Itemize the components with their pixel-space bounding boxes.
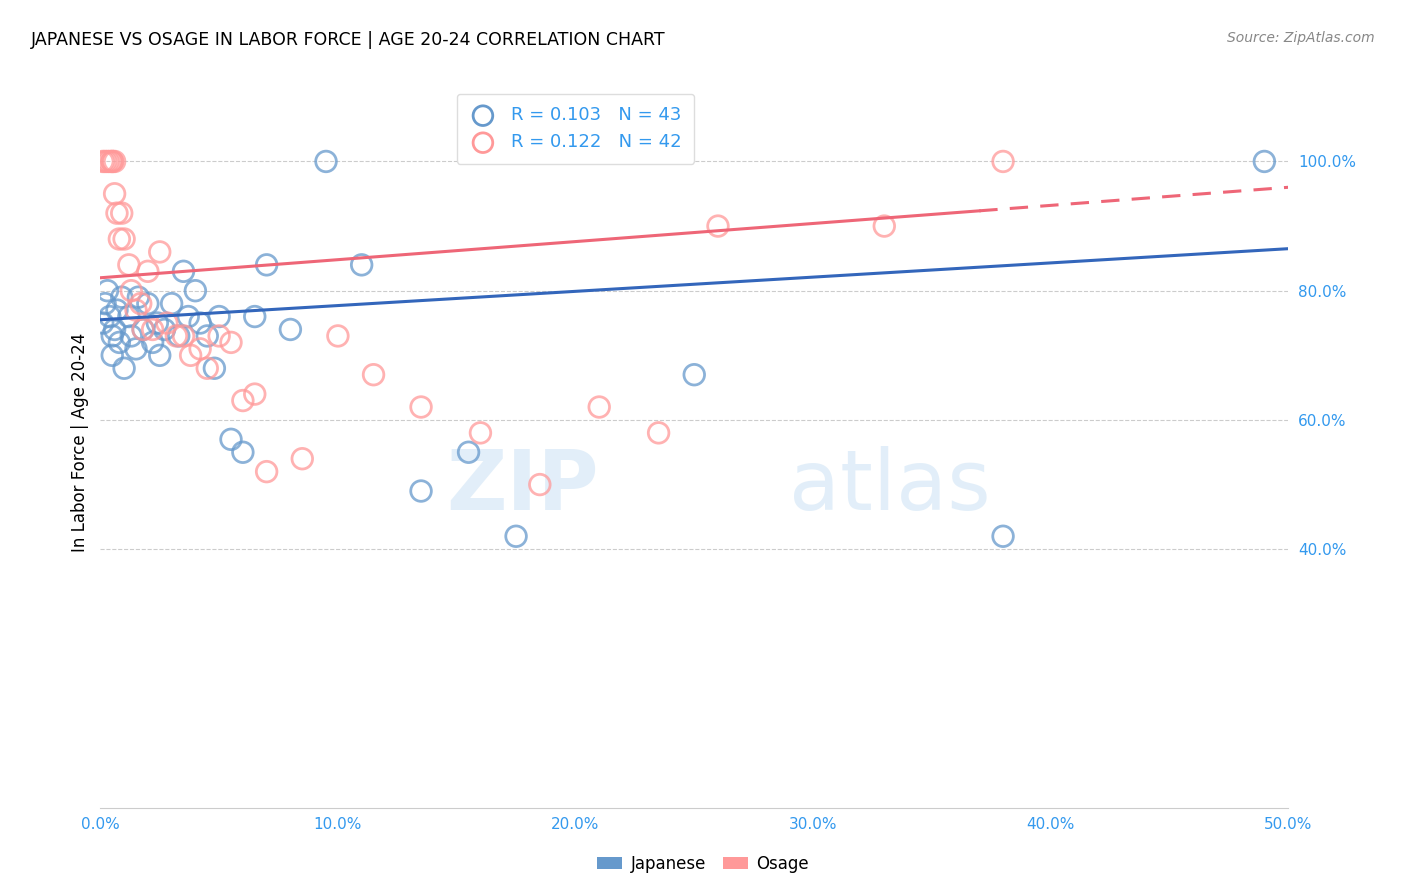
Y-axis label: In Labor Force | Age 20-24: In Labor Force | Age 20-24 xyxy=(72,333,89,552)
Point xyxy=(873,219,896,233)
Point xyxy=(188,342,211,356)
Point xyxy=(101,348,124,362)
Point xyxy=(195,329,218,343)
Point xyxy=(120,284,142,298)
Point xyxy=(457,445,479,459)
Point xyxy=(94,154,117,169)
Point xyxy=(1253,154,1275,169)
Point xyxy=(173,264,195,278)
Point xyxy=(118,258,141,272)
Point xyxy=(505,529,527,543)
Point xyxy=(167,329,190,343)
Point xyxy=(129,296,152,310)
Point xyxy=(136,264,159,278)
Point xyxy=(98,154,121,169)
Point xyxy=(256,258,278,272)
Point xyxy=(177,310,200,324)
Point xyxy=(180,348,202,362)
Text: ZIP: ZIP xyxy=(447,446,599,527)
Point xyxy=(101,154,124,169)
Point xyxy=(280,322,302,336)
Point xyxy=(149,348,172,362)
Point xyxy=(111,290,134,304)
Point xyxy=(184,284,207,298)
Point xyxy=(326,329,349,343)
Point xyxy=(173,329,195,343)
Point xyxy=(132,322,155,336)
Point xyxy=(142,322,165,336)
Point xyxy=(142,335,165,350)
Legend: Japanese, Osage: Japanese, Osage xyxy=(591,848,815,880)
Point xyxy=(363,368,385,382)
Point xyxy=(588,400,610,414)
Point xyxy=(350,258,373,272)
Point xyxy=(243,387,266,401)
Point xyxy=(529,477,551,491)
Point xyxy=(470,425,492,440)
Point xyxy=(96,154,118,169)
Point xyxy=(96,284,118,298)
Point xyxy=(165,329,187,343)
Point xyxy=(202,361,225,376)
Point xyxy=(104,186,127,201)
Point xyxy=(104,322,127,336)
Text: atlas: atlas xyxy=(789,446,991,527)
Point xyxy=(243,310,266,324)
Text: JAPANESE VS OSAGE IN LABOR FORCE | AGE 20-24 CORRELATION CHART: JAPANESE VS OSAGE IN LABOR FORCE | AGE 2… xyxy=(31,31,665,49)
Point xyxy=(91,154,114,169)
Point xyxy=(153,322,176,336)
Point xyxy=(991,154,1014,169)
Point xyxy=(188,316,211,330)
Point xyxy=(101,154,124,169)
Point xyxy=(156,316,179,330)
Point xyxy=(104,154,127,169)
Point xyxy=(108,335,131,350)
Point xyxy=(232,445,254,459)
Point xyxy=(219,335,242,350)
Point xyxy=(112,232,135,246)
Point xyxy=(132,322,155,336)
Point xyxy=(112,361,135,376)
Point xyxy=(91,316,114,330)
Point xyxy=(409,400,432,414)
Point xyxy=(149,244,172,259)
Point xyxy=(991,529,1014,543)
Point xyxy=(291,451,314,466)
Point xyxy=(683,368,706,382)
Point xyxy=(118,310,141,324)
Point xyxy=(105,206,128,220)
Point xyxy=(120,329,142,343)
Point xyxy=(232,393,254,408)
Point xyxy=(208,310,231,324)
Point xyxy=(219,433,242,447)
Point xyxy=(127,290,149,304)
Point xyxy=(108,232,131,246)
Point xyxy=(647,425,669,440)
Point xyxy=(256,465,278,479)
Point xyxy=(707,219,730,233)
Point xyxy=(101,329,124,343)
Point xyxy=(195,361,218,376)
Point xyxy=(98,310,121,324)
Point xyxy=(111,206,134,220)
Point xyxy=(160,296,183,310)
Point xyxy=(94,296,117,310)
Point xyxy=(125,303,148,318)
Legend: R = 0.103   N = 43, R = 0.122   N = 42: R = 0.103 N = 43, R = 0.122 N = 42 xyxy=(457,94,695,164)
Point xyxy=(146,316,169,330)
Text: Source: ZipAtlas.com: Source: ZipAtlas.com xyxy=(1227,31,1375,45)
Point xyxy=(136,296,159,310)
Point xyxy=(105,303,128,318)
Point xyxy=(315,154,337,169)
Point xyxy=(125,342,148,356)
Point xyxy=(208,329,231,343)
Point xyxy=(409,483,432,498)
